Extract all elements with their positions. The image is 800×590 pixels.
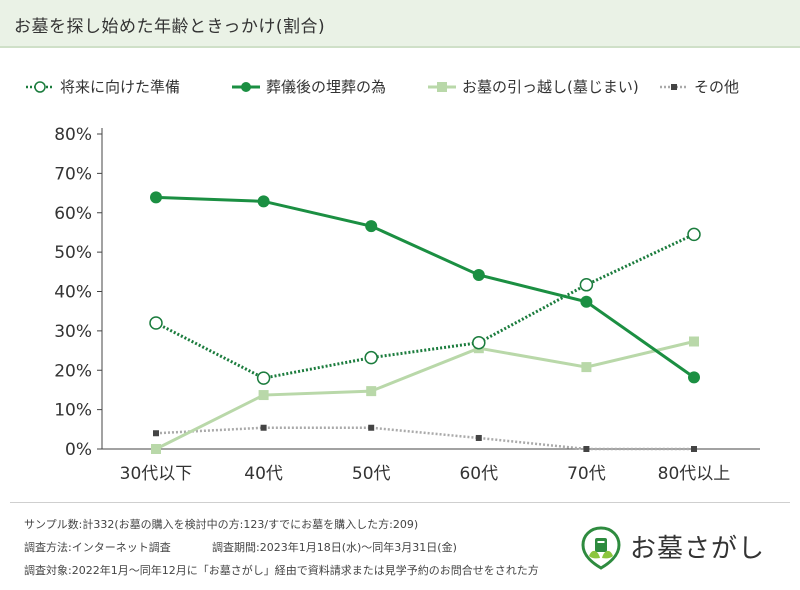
brand-logo: お墓さがし (580, 526, 790, 570)
data-point-preparation (472, 335, 486, 350)
line-chart: 0% 10% 20% 30% 40% 50% 60% 70% 80% 30代以下 40代 50代 60代… (54, 125, 760, 484)
y-tick-label: 60% (54, 204, 92, 224)
data-point-burial (688, 371, 700, 384)
gravestone-leaf-icon (581, 526, 621, 570)
legend-label-burial: 葬儀後の埋葬の為 (266, 78, 387, 96)
data-point-relocation (366, 386, 377, 397)
brand-logo-text: お墓さがし (630, 534, 766, 564)
x-tick-label: 70代 (567, 464, 606, 484)
series-line-1 (155, 195, 695, 379)
title-bar: お墓を探し始めた年齢ときっかけ(割合) (0, 0, 800, 48)
y-tick-label: 20% (54, 361, 92, 381)
footer-period: 調査期間:2023年1月18日(水)〜同年3月31日(金) (212, 541, 457, 554)
data-point-preparation (579, 278, 594, 292)
legend-marker-relocation (428, 81, 456, 92)
footer-divider (10, 502, 790, 503)
x-tick-label: 50代 (352, 464, 391, 484)
legend-marker-preparation (26, 80, 54, 93)
data-point-burial (257, 195, 270, 208)
legend-marker-burial (232, 81, 260, 92)
data-point-other (691, 446, 697, 452)
legend: 将来に向けた準備 葬儀後の埋葬の為 お墓の引っ越し(墓じまい) その他 (10, 76, 800, 100)
legend-item-other: その他 (660, 76, 739, 97)
data-point-other (153, 430, 159, 437)
data-point-burial (472, 268, 485, 281)
data-point-burial (365, 220, 378, 233)
x-tick-label: 40代 (244, 464, 283, 484)
legend-label-relocation: お墓の引っ越し(墓じまい) (462, 78, 639, 96)
data-point-other (368, 424, 375, 431)
y-tick-label: 0% (65, 440, 92, 460)
footer-sample-size: サンプル数:計332(お墓の購入を検討中の方:123/すでにお墓を購入した方:2… (24, 518, 419, 531)
legend-label-other: その他 (694, 78, 740, 96)
y-tick-label: 10% (54, 401, 92, 421)
y-tick-label: 50% (54, 243, 92, 263)
data-point-burial (580, 295, 593, 308)
data-point-relocation (581, 362, 592, 373)
data-point-relocation (151, 444, 161, 454)
x-tick-label: 30代以下 (120, 464, 193, 484)
series-line-2 (155, 340, 695, 451)
footer-target: 調査対象:2022年1月〜同年12月に「お墓さがし」経由で資料請求または見学予約… (24, 564, 539, 577)
legend-item-relocation: お墓の引っ越し(墓じまい) (428, 76, 639, 97)
legend-item-burial: 葬儀後の埋葬の為 (232, 76, 386, 97)
y-tick-label: 30% (54, 322, 92, 342)
x-tick-label: 60代 (459, 464, 498, 484)
legend-marker-other (660, 83, 688, 90)
data-point-other (583, 446, 590, 452)
data-point-other (475, 434, 482, 441)
y-tick-label: 40% (54, 283, 92, 303)
x-tick-label: 80代以上 (658, 464, 731, 484)
data-point-preparation (256, 371, 271, 385)
chart-title: お墓を探し始めた年齢ときっかけ(割合) (14, 17, 326, 37)
y-tick-label: 70% (54, 164, 92, 184)
data-point-preparation (687, 227, 701, 242)
data-point-preparation (149, 316, 163, 330)
data-point-relocation (258, 390, 269, 401)
footer-method: 調査方法:インターネット調査 (24, 541, 171, 554)
series-line-0 (155, 233, 695, 380)
data-point-other (260, 424, 267, 431)
legend-item-preparation: 将来に向けた準備 (26, 76, 180, 97)
y-tick-label: 80% (54, 125, 92, 145)
series-line-3 (155, 426, 694, 451)
legend-label-preparation: 将来に向けた準備 (60, 78, 181, 96)
data-point-preparation (364, 350, 378, 365)
data-point-burial (150, 191, 162, 204)
data-point-relocation (689, 336, 699, 347)
